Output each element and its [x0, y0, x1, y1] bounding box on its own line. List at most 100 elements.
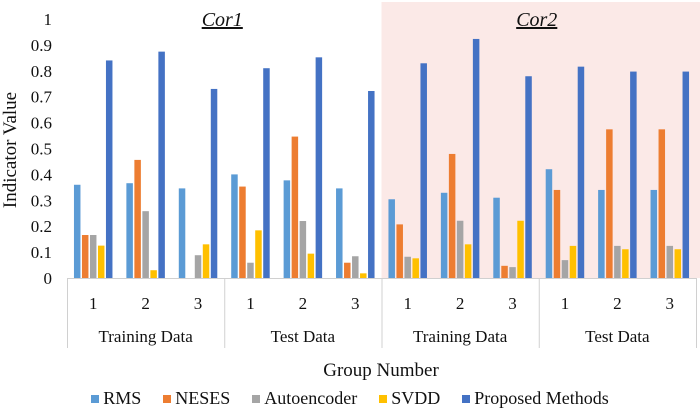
dataset-group-label: Test Data — [585, 327, 650, 346]
legend-swatch — [91, 394, 100, 403]
bar-autoencoder — [142, 211, 149, 278]
legend-swatch — [163, 394, 172, 403]
bar-autoencoder — [561, 260, 569, 278]
bar-proposed-methods — [420, 63, 427, 278]
legend-label: NESES — [175, 388, 231, 408]
bar-proposed-methods — [682, 71, 690, 279]
bar-svdd — [307, 253, 315, 278]
x-tick-label: 3 — [194, 294, 203, 313]
region-title: Cor1 — [202, 9, 243, 31]
bar-neses — [448, 153, 456, 278]
y-tick-label: 0.9 — [31, 36, 52, 55]
bar-svdd — [674, 249, 682, 278]
bar-neses — [658, 129, 666, 278]
bar-proposed-methods — [630, 71, 637, 279]
region-highlight — [381, 2, 700, 278]
x-tick-label: 1 — [246, 294, 255, 313]
bar-proposed-methods — [105, 60, 113, 278]
region-title: Cor2 — [516, 9, 557, 31]
bar-autoencoder — [404, 256, 411, 278]
y-tick-label: 0.3 — [31, 191, 52, 210]
x-tick-label: 1 — [89, 294, 98, 313]
bar-autoencoder — [666, 245, 674, 278]
bar-svdd — [202, 244, 210, 278]
x-tick-label: 1 — [561, 294, 570, 313]
bar-rms — [598, 189, 605, 278]
bar-neses — [81, 235, 89, 278]
bar-rms — [231, 174, 238, 278]
bar-svdd — [150, 270, 157, 278]
bar-rms — [178, 188, 186, 278]
bar-autoencoder — [247, 262, 254, 278]
legend-item: SVDD — [379, 388, 440, 409]
y-tick-label: 0.5 — [31, 140, 52, 159]
y-tick-label: 0.7 — [31, 88, 53, 107]
bar-autoencoder — [509, 267, 516, 278]
bar-autoencoder — [299, 221, 307, 278]
y-tick-label: 0.2 — [31, 217, 52, 236]
x-tick-label: 2 — [141, 294, 150, 313]
bar-rms — [388, 199, 395, 278]
y-axis-title: Indicator Value — [0, 92, 21, 208]
x-axis-title: Group Number — [323, 360, 439, 381]
legend-item: Autoencoder — [252, 388, 357, 409]
legend-item: Proposed Methods — [462, 388, 609, 409]
bar-neses — [553, 189, 561, 278]
region-titles: Cor1 Cor2 — [202, 9, 558, 31]
bar-svdd — [255, 230, 262, 278]
legend-item: RMS — [91, 388, 141, 409]
bar-autoencoder — [456, 220, 464, 278]
y-tick-label: 0 — [44, 269, 53, 288]
bar-neses — [606, 129, 613, 278]
bar-neses — [501, 265, 508, 278]
bar-neses — [239, 186, 246, 278]
x-tick-label: 3 — [666, 294, 675, 313]
bar-proposed-methods — [525, 76, 532, 278]
y-tick-label: 0.4 — [31, 165, 53, 184]
x-tick-label: 2 — [613, 294, 622, 313]
legend-label: RMS — [103, 388, 142, 408]
legend-swatch — [462, 394, 471, 403]
bar-neses — [396, 224, 403, 278]
bar-proposed-methods — [472, 38, 480, 279]
bar-proposed-methods — [315, 57, 323, 278]
x-tick-label: 2 — [456, 294, 465, 313]
y-tick-label: 1 — [44, 10, 53, 29]
y-tick-label: 0.8 — [31, 62, 52, 81]
bar-proposed-methods — [210, 88, 218, 279]
bar-rms — [336, 188, 343, 278]
bar-neses — [134, 159, 141, 278]
bar-svdd — [517, 220, 524, 278]
legend-swatch — [252, 394, 261, 403]
bar-proposed-methods — [368, 91, 375, 278]
dataset-group-label: Training Data — [413, 327, 508, 346]
bar-svdd — [360, 273, 367, 278]
bar-rms — [493, 197, 500, 278]
bar-rms — [73, 184, 81, 278]
bar-rms — [650, 189, 658, 278]
legend-item: NESES — [163, 388, 230, 409]
bar-rms — [126, 183, 133, 278]
bar-rms — [283, 180, 291, 278]
bar-autoencoder — [614, 245, 621, 278]
bar-autoencoder — [352, 256, 359, 278]
region-backgrounds — [381, 2, 700, 278]
legend-label: Proposed Methods — [474, 388, 609, 408]
y-tick-label: 0.6 — [31, 114, 52, 133]
x-tick-label: 2 — [299, 294, 308, 313]
x-tick-label: 1 — [403, 294, 412, 313]
legend: RMS NESES Autoencoder SVDD Proposed Methods — [0, 388, 700, 409]
x-tick-label: 3 — [508, 294, 517, 313]
y-axis-ticks: 0 0.1 0.2 0.3 0.4 0.5 0.6 0.7 0.8 0.9 1 — [31, 10, 53, 288]
legend-label: Autoencoder — [264, 388, 358, 408]
legend-swatch — [379, 394, 388, 403]
bar-neses — [291, 136, 299, 278]
bar-svdd — [412, 258, 419, 278]
bar-rms — [545, 169, 553, 278]
bars — [73, 38, 690, 279]
bar-neses — [344, 262, 351, 278]
x-tick-label: 3 — [351, 294, 360, 313]
bar-proposed-methods — [263, 68, 270, 279]
dataset-group-label: Training Data — [98, 327, 193, 346]
